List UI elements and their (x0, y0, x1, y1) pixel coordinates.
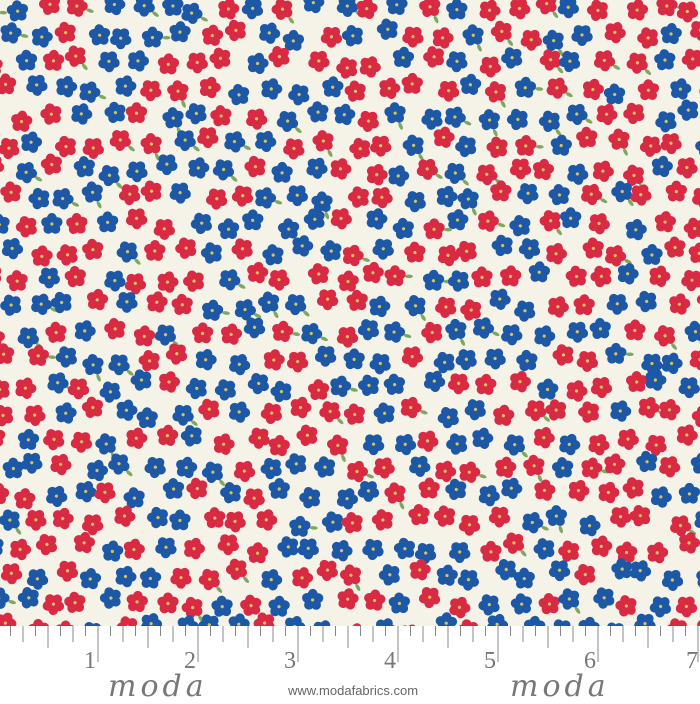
moda-logo-repeat: moda (510, 672, 610, 702)
ruler-number-1: 1 (84, 648, 98, 675)
ruler-number-7: 7 (686, 648, 700, 675)
ruler-number-4: 4 (384, 648, 398, 675)
website-url: www.modafabrics.com (288, 683, 418, 698)
ruler-number-5: 5 (484, 648, 498, 675)
moda-logo: moda (108, 672, 208, 702)
fabric-swatch (0, 0, 700, 628)
ruler-number-3: 3 (284, 648, 298, 675)
measuring-ruler: 1 2 3 4 5 6 7 moda www.modafabrics.com m… (0, 626, 700, 700)
